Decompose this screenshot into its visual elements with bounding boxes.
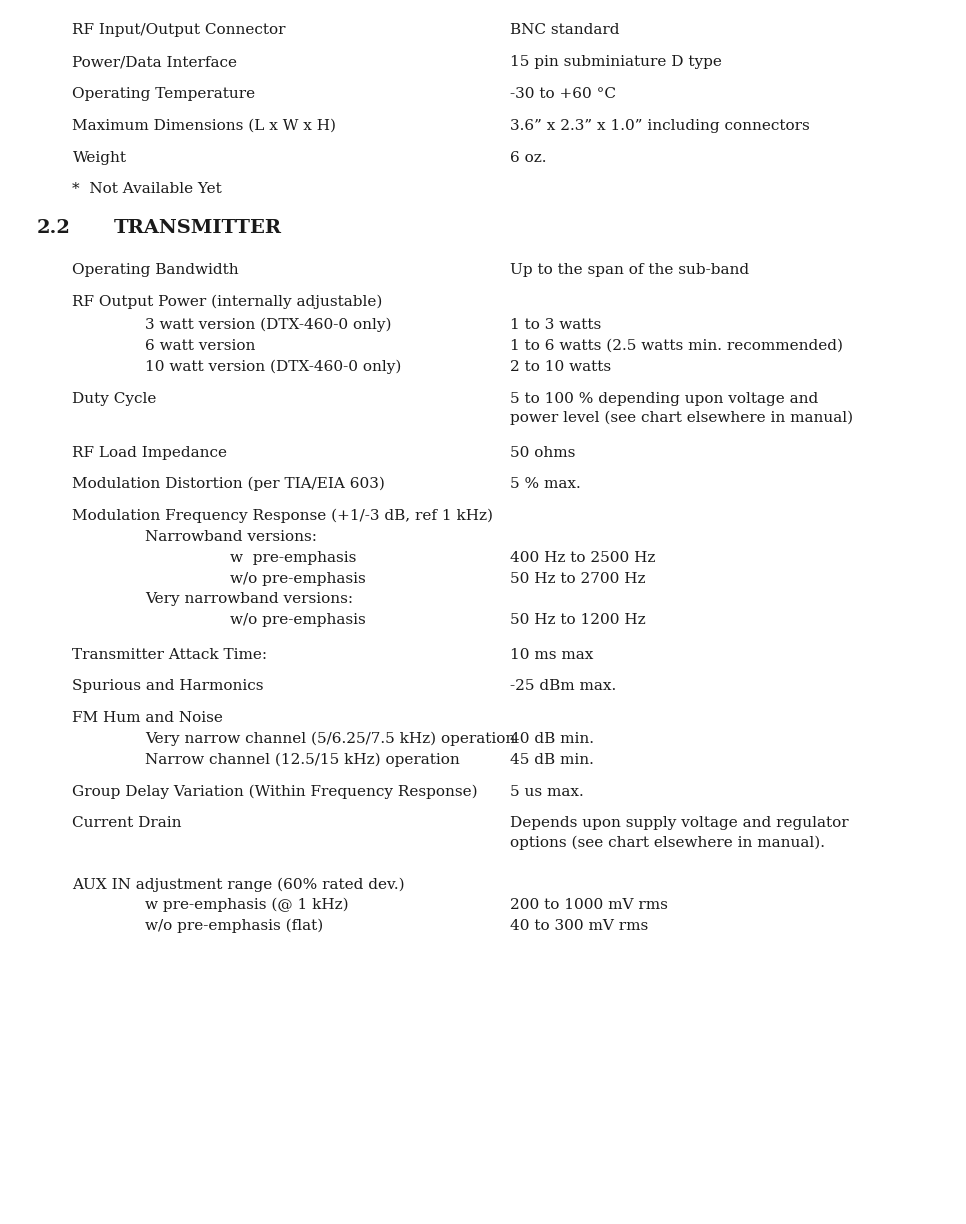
Text: BNC standard: BNC standard (510, 23, 619, 37)
Text: w  pre-emphasis: w pre-emphasis (230, 551, 356, 564)
Text: 3.6” x 2.3” x 1.0” including connectors: 3.6” x 2.3” x 1.0” including connectors (510, 119, 810, 132)
Text: Spurious and Harmonics: Spurious and Harmonics (72, 679, 264, 693)
Text: 10 watt version (DTX-460-0 only): 10 watt version (DTX-460-0 only) (145, 360, 401, 373)
Text: 40 dB min.: 40 dB min. (510, 732, 594, 745)
Text: w/o pre-emphasis (flat): w/o pre-emphasis (flat) (145, 919, 324, 933)
Text: Power/Data Interface: Power/Data Interface (72, 55, 238, 69)
Text: 45 dB min.: 45 dB min. (510, 753, 594, 766)
Text: w pre-emphasis (@ 1 kHz): w pre-emphasis (@ 1 kHz) (145, 898, 349, 912)
Text: 5 us max.: 5 us max. (510, 785, 583, 798)
Text: RF Load Impedance: RF Load Impedance (72, 446, 227, 459)
Text: Weight: Weight (72, 151, 127, 164)
Text: options (see chart elsewhere in manual).: options (see chart elsewhere in manual). (510, 836, 825, 849)
Text: 6 watt version: 6 watt version (145, 339, 255, 353)
Text: 5 % max.: 5 % max. (510, 477, 581, 491)
Text: Maximum Dimensions (L x W x H): Maximum Dimensions (L x W x H) (72, 119, 336, 132)
Text: 50 Hz to 2700 Hz: 50 Hz to 2700 Hz (510, 572, 645, 585)
Text: 50 Hz to 1200 Hz: 50 Hz to 1200 Hz (510, 613, 645, 627)
Text: 2.2: 2.2 (37, 219, 71, 236)
Text: Operating Bandwidth: Operating Bandwidth (72, 263, 239, 277)
Text: *  Not Available Yet: * Not Available Yet (72, 182, 222, 196)
Text: Group Delay Variation (Within Frequency Response): Group Delay Variation (Within Frequency … (72, 785, 478, 798)
Text: Transmitter Attack Time:: Transmitter Attack Time: (72, 647, 268, 661)
Text: RF Output Power (internally adjustable): RF Output Power (internally adjustable) (72, 295, 383, 308)
Text: Depends upon supply voltage and regulator: Depends upon supply voltage and regulato… (510, 816, 849, 830)
Text: 200 to 1000 mV rms: 200 to 1000 mV rms (510, 898, 668, 912)
Text: w/o pre-emphasis: w/o pre-emphasis (230, 572, 366, 585)
Text: 6 oz.: 6 oz. (510, 151, 547, 164)
Text: -25 dBm max.: -25 dBm max. (510, 679, 616, 693)
Text: 400 Hz to 2500 Hz: 400 Hz to 2500 Hz (510, 551, 655, 564)
Text: Current Drain: Current Drain (72, 816, 182, 830)
Text: Modulation Frequency Response (+1/-3 dB, ref 1 kHz): Modulation Frequency Response (+1/-3 dB,… (72, 509, 494, 523)
Text: TRANSMITTER: TRANSMITTER (114, 219, 282, 236)
Text: power level (see chart elsewhere in manual): power level (see chart elsewhere in manu… (510, 411, 853, 425)
Text: Duty Cycle: Duty Cycle (72, 392, 156, 405)
Text: 3 watt version (DTX-460-0 only): 3 watt version (DTX-460-0 only) (145, 318, 391, 332)
Text: FM Hum and Noise: FM Hum and Noise (72, 711, 223, 725)
Text: 1 to 6 watts (2.5 watts min. recommended): 1 to 6 watts (2.5 watts min. recommended… (510, 339, 843, 353)
Text: 40 to 300 mV rms: 40 to 300 mV rms (510, 919, 648, 933)
Text: -30 to +60 °C: -30 to +60 °C (510, 87, 616, 100)
Text: Modulation Distortion (per TIA/EIA 603): Modulation Distortion (per TIA/EIA 603) (72, 477, 385, 491)
Text: 5 to 100 % depending upon voltage and: 5 to 100 % depending upon voltage and (510, 392, 818, 405)
Text: Very narrowband versions:: Very narrowband versions: (145, 592, 353, 606)
Text: w/o pre-emphasis: w/o pre-emphasis (230, 613, 366, 627)
Text: 1 to 3 watts: 1 to 3 watts (510, 318, 601, 332)
Text: Narrow channel (12.5/15 kHz) operation: Narrow channel (12.5/15 kHz) operation (145, 753, 460, 766)
Text: Operating Temperature: Operating Temperature (72, 87, 256, 100)
Text: 2 to 10 watts: 2 to 10 watts (510, 360, 611, 373)
Text: Up to the span of the sub-band: Up to the span of the sub-band (510, 263, 750, 277)
Text: Narrowband versions:: Narrowband versions: (145, 530, 317, 543)
Text: Very narrow channel (5/6.25/7.5 kHz) operation: Very narrow channel (5/6.25/7.5 kHz) ope… (145, 732, 515, 745)
Text: 50 ohms: 50 ohms (510, 446, 576, 459)
Text: 10 ms max: 10 ms max (510, 647, 593, 661)
Text: AUX IN adjustment range (60% rated dev.): AUX IN adjustment range (60% rated dev.) (72, 878, 405, 891)
Text: 15 pin subminiature D type: 15 pin subminiature D type (510, 55, 722, 69)
Text: RF Input/Output Connector: RF Input/Output Connector (72, 23, 286, 37)
